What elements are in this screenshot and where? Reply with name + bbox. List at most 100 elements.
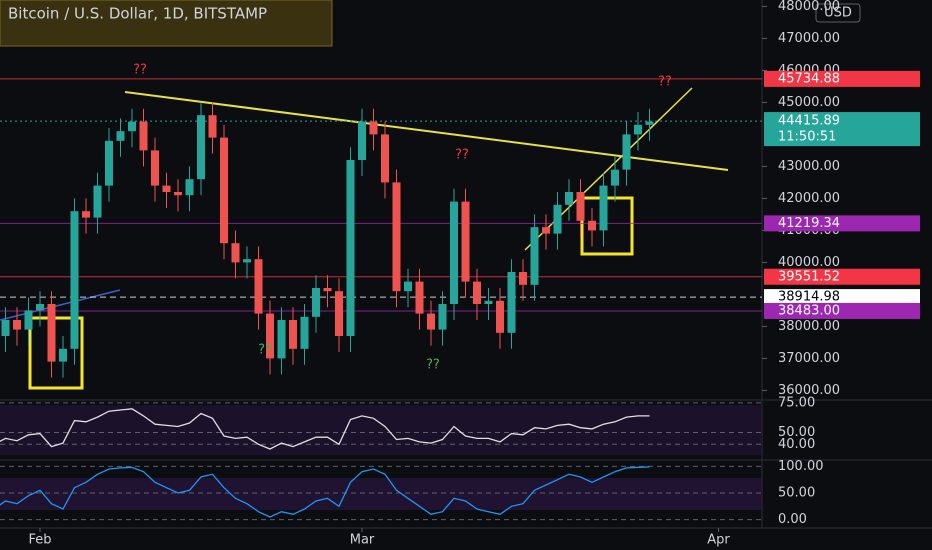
y-tick-label: 47000.00 (778, 31, 840, 46)
y-tick-label: 75.00 (778, 395, 815, 410)
trend-line (0, 289, 121, 321)
candle-body (105, 140, 113, 186)
highlight-box (28, 316, 84, 390)
candle-body (415, 281, 424, 314)
candle-body (47, 304, 56, 362)
candle-body (300, 316, 309, 349)
chart-title: Bitcoin / U.S. Dollar, 1D, BITSTAMP (8, 5, 267, 23)
price-level-label: 45734.88 (778, 71, 840, 86)
y-tick-label: 40.00 (778, 437, 815, 452)
candle-body (553, 204, 562, 234)
annotation: ?? (426, 358, 440, 373)
candle-body (484, 300, 493, 304)
candle-body (450, 201, 458, 304)
x-tick-label: Feb (28, 533, 51, 548)
y-tick-label: 50.00 (778, 486, 815, 501)
y-tick-label: 42000.00 (778, 191, 840, 206)
y-tick-label: 100.00 (778, 459, 824, 474)
candle-body (381, 134, 389, 183)
candle-body (599, 185, 608, 231)
candle-body (369, 121, 378, 135)
price-level-tag (764, 215, 920, 232)
candle-body (461, 201, 470, 282)
candle-body (139, 121, 148, 151)
candle-body (36, 304, 44, 311)
candle-body (335, 291, 343, 336)
candle-body (358, 121, 366, 160)
candle-body (496, 300, 504, 333)
x-tick-label: Apr (707, 533, 730, 548)
candle-body (208, 115, 217, 138)
candle-body (93, 185, 102, 218)
y-tick-label: 48000.00 (778, 0, 840, 14)
y-tick-label: 0.00 (778, 512, 807, 527)
candle-body (266, 313, 274, 359)
countdown: 11:50:51 (778, 130, 836, 145)
candle-body (507, 272, 516, 333)
rsi-band (0, 405, 762, 455)
candle-body (438, 304, 447, 330)
candle-body (243, 259, 251, 263)
candle-body (645, 121, 654, 125)
last-price-tag (764, 112, 920, 147)
candle-body (197, 115, 205, 180)
currency-box (815, 3, 861, 23)
drawing-box (0, 0, 333, 47)
candle-body (346, 160, 355, 336)
candle-body (174, 192, 182, 196)
rsi-line (0, 408, 650, 450)
price-level-tag (764, 268, 920, 285)
price-level-tag (764, 302, 920, 319)
candle-body (634, 124, 642, 135)
price-level-tag (764, 70, 920, 87)
price-level-label: 41219.34 (778, 216, 840, 231)
candle-body (220, 137, 228, 244)
price-level-label: 38483.00 (778, 303, 840, 318)
candle-body (542, 227, 550, 234)
last-price-label: 44415.89 (778, 114, 840, 129)
candle-body (611, 169, 619, 186)
y-tick-label: 37000.00 (778, 351, 840, 366)
y-tick-label: 40000.00 (778, 255, 840, 270)
candle-body (1, 320, 10, 336)
candle-body (323, 288, 332, 292)
candle-body (565, 192, 573, 205)
y-tick-label: 43000.00 (778, 159, 840, 174)
stoch-band (0, 478, 762, 510)
candle-body (519, 272, 527, 285)
stoch-line (0, 466, 650, 518)
y-tick-label: 36000.00 (778, 383, 840, 398)
candle-body (588, 220, 596, 231)
candle-body (277, 320, 286, 359)
candle-body (59, 348, 67, 362)
annotation: ?? (658, 75, 672, 90)
y-tick-label: 50.00 (778, 425, 815, 440)
price-level-label: 38914.98 (778, 290, 840, 305)
candle-body (128, 121, 136, 132)
candle-body (576, 192, 585, 221)
candle-body (185, 179, 194, 196)
candle-body (24, 310, 33, 330)
candle-body (151, 150, 159, 186)
candle-body (473, 281, 481, 304)
candle-body (312, 288, 320, 317)
candle-body (289, 320, 297, 349)
candle-body (70, 211, 79, 349)
candle-body (622, 134, 631, 170)
y-tick-label: 38000.00 (778, 319, 840, 334)
candle-body (254, 259, 263, 314)
candle-body (82, 211, 90, 218)
candle-body (427, 313, 435, 330)
annotation: ?? (258, 343, 272, 358)
candle-body (530, 227, 539, 285)
currency: USD (824, 6, 852, 21)
candle-body (162, 185, 171, 192)
annotation: ?? (455, 148, 469, 163)
candle-body (392, 182, 401, 292)
candle-body (116, 131, 125, 141)
price-level-label: 39551.52 (778, 269, 840, 284)
x-tick-label: Mar (350, 533, 375, 548)
price-level-tag (764, 289, 920, 306)
annotation: ?? (133, 63, 147, 78)
